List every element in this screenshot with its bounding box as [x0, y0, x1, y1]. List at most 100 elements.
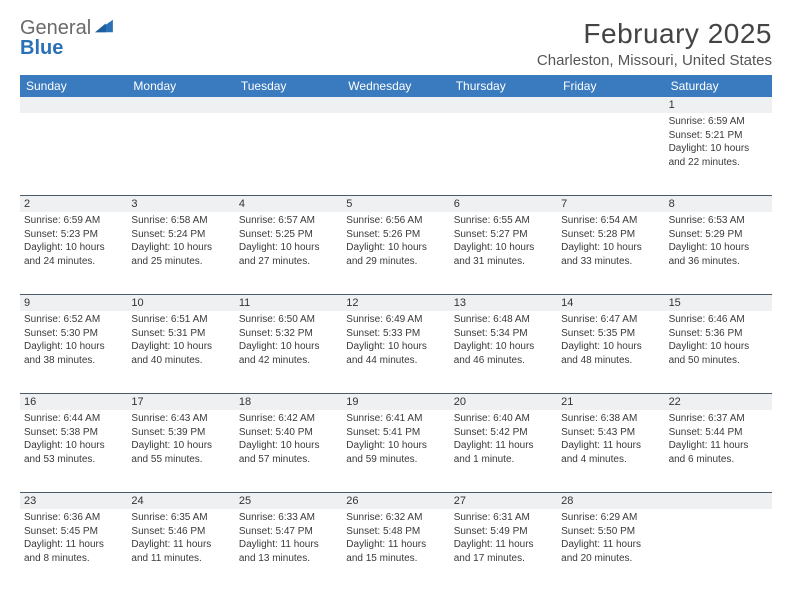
- weekday-header: Sunday: [20, 75, 127, 97]
- week-row: Sunrise: 6:59 AMSunset: 5:21 PMDaylight:…: [20, 113, 772, 196]
- day-number: 19: [342, 394, 449, 410]
- day-detail-line: and 27 minutes.: [239, 255, 338, 269]
- day-cell: Sunrise: 6:52 AMSunset: 5:30 PMDaylight:…: [20, 311, 127, 393]
- day-detail-line: Daylight: 10 hours: [454, 340, 553, 354]
- day-detail-line: Sunrise: 6:35 AM: [131, 511, 230, 525]
- day-detail-line: Sunset: 5:41 PM: [346, 426, 445, 440]
- day-detail-line: Sunset: 5:24 PM: [131, 228, 230, 242]
- day-detail-line: and 4 minutes.: [561, 453, 660, 467]
- day-detail-line: Sunrise: 6:56 AM: [346, 214, 445, 228]
- day-detail-line: and 1 minute.: [454, 453, 553, 467]
- day-number: 9: [20, 295, 127, 311]
- day-detail-line: Daylight: 10 hours: [454, 241, 553, 255]
- day-cell: Sunrise: 6:55 AMSunset: 5:27 PMDaylight:…: [450, 212, 557, 294]
- weekday-header-row: SundayMondayTuesdayWednesdayThursdayFrid…: [20, 75, 772, 97]
- brand-word2: Blue: [20, 37, 63, 59]
- day-cell: Sunrise: 6:53 AMSunset: 5:29 PMDaylight:…: [665, 212, 772, 294]
- calendar-grid: SundayMondayTuesdayWednesdayThursdayFrid…: [20, 75, 772, 591]
- day-detail-line: Sunrise: 6:48 AM: [454, 313, 553, 327]
- day-detail-line: Sunset: 5:33 PM: [346, 327, 445, 341]
- day-detail-line: Sunrise: 6:59 AM: [24, 214, 123, 228]
- day-detail-line: Sunset: 5:49 PM: [454, 525, 553, 539]
- day-cell: [450, 113, 557, 195]
- day-detail-line: and 38 minutes.: [24, 354, 123, 368]
- day-number: 11: [235, 295, 342, 311]
- day-detail-line: Sunset: 5:32 PM: [239, 327, 338, 341]
- day-number: 3: [127, 196, 234, 212]
- day-detail-line: Sunset: 5:38 PM: [24, 426, 123, 440]
- day-detail-line: Daylight: 11 hours: [454, 439, 553, 453]
- day-cell: Sunrise: 6:32 AMSunset: 5:48 PMDaylight:…: [342, 509, 449, 591]
- day-detail-line: and 46 minutes.: [454, 354, 553, 368]
- day-number: 4: [235, 196, 342, 212]
- weeks-container: 1Sunrise: 6:59 AMSunset: 5:21 PMDaylight…: [20, 97, 772, 591]
- page-header: General Blue February 2025 Charleston, M…: [20, 18, 772, 69]
- day-detail-line: and 57 minutes.: [239, 453, 338, 467]
- day-detail-line: and 25 minutes.: [131, 255, 230, 269]
- day-detail-line: Sunset: 5:50 PM: [561, 525, 660, 539]
- day-detail-line: Sunrise: 6:41 AM: [346, 412, 445, 426]
- day-detail-line: Daylight: 10 hours: [239, 439, 338, 453]
- day-cell: [127, 113, 234, 195]
- brand-word1: General: [20, 17, 91, 39]
- day-detail-line: Daylight: 10 hours: [239, 340, 338, 354]
- day-detail-line: Daylight: 10 hours: [669, 340, 768, 354]
- day-detail-line: and 55 minutes.: [131, 453, 230, 467]
- day-detail-line: Sunrise: 6:58 AM: [131, 214, 230, 228]
- day-detail-line: Sunset: 5:44 PM: [669, 426, 768, 440]
- day-detail-line: Daylight: 11 hours: [24, 538, 123, 552]
- day-cell: [20, 113, 127, 195]
- day-number: 28: [557, 493, 664, 509]
- day-number: 20: [450, 394, 557, 410]
- day-number: [342, 97, 449, 113]
- day-cell: [342, 113, 449, 195]
- day-detail-line: Sunset: 5:46 PM: [131, 525, 230, 539]
- day-detail-line: Daylight: 10 hours: [239, 241, 338, 255]
- day-cell: Sunrise: 6:47 AMSunset: 5:35 PMDaylight:…: [557, 311, 664, 393]
- day-detail-line: Daylight: 11 hours: [561, 439, 660, 453]
- weekday-header: Tuesday: [235, 75, 342, 97]
- day-number: 1: [665, 97, 772, 113]
- day-detail-line: Sunrise: 6:43 AM: [131, 412, 230, 426]
- day-detail-line: Sunrise: 6:37 AM: [669, 412, 768, 426]
- day-detail-line: and 29 minutes.: [346, 255, 445, 269]
- day-number: [557, 97, 664, 113]
- day-detail-line: Sunset: 5:35 PM: [561, 327, 660, 341]
- day-detail-line: Sunset: 5:27 PM: [454, 228, 553, 242]
- day-detail-line: and 40 minutes.: [131, 354, 230, 368]
- day-cell: Sunrise: 6:31 AMSunset: 5:49 PMDaylight:…: [450, 509, 557, 591]
- day-detail-line: Sunrise: 6:33 AM: [239, 511, 338, 525]
- day-cell: Sunrise: 6:48 AMSunset: 5:34 PMDaylight:…: [450, 311, 557, 393]
- day-detail-line: and 59 minutes.: [346, 453, 445, 467]
- day-detail-line: and 17 minutes.: [454, 552, 553, 566]
- day-detail-line: Daylight: 10 hours: [131, 340, 230, 354]
- day-number: 7: [557, 196, 664, 212]
- location-text: Charleston, Missouri, United States: [537, 52, 772, 69]
- day-number: 24: [127, 493, 234, 509]
- day-detail-line: Sunrise: 6:50 AM: [239, 313, 338, 327]
- day-detail-line: and 42 minutes.: [239, 354, 338, 368]
- day-detail-line: and 24 minutes.: [24, 255, 123, 269]
- day-number: 12: [342, 295, 449, 311]
- day-detail-line: Sunrise: 6:55 AM: [454, 214, 553, 228]
- day-detail-line: Sunrise: 6:57 AM: [239, 214, 338, 228]
- day-detail-line: Sunset: 5:42 PM: [454, 426, 553, 440]
- day-detail-line: Sunset: 5:43 PM: [561, 426, 660, 440]
- day-detail-line: Sunrise: 6:53 AM: [669, 214, 768, 228]
- day-number: 25: [235, 493, 342, 509]
- day-cell: Sunrise: 6:42 AMSunset: 5:40 PMDaylight:…: [235, 410, 342, 492]
- day-number: 18: [235, 394, 342, 410]
- day-detail-line: Sunrise: 6:32 AM: [346, 511, 445, 525]
- week-row: Sunrise: 6:59 AMSunset: 5:23 PMDaylight:…: [20, 212, 772, 295]
- day-number: 5: [342, 196, 449, 212]
- day-cell: Sunrise: 6:29 AMSunset: 5:50 PMDaylight:…: [557, 509, 664, 591]
- day-detail-line: Sunrise: 6:38 AM: [561, 412, 660, 426]
- day-detail-line: Sunset: 5:21 PM: [669, 129, 768, 143]
- week-row: Sunrise: 6:36 AMSunset: 5:45 PMDaylight:…: [20, 509, 772, 591]
- day-detail-line: Sunrise: 6:52 AM: [24, 313, 123, 327]
- day-cell: Sunrise: 6:35 AMSunset: 5:46 PMDaylight:…: [127, 509, 234, 591]
- day-number-row: 232425262728: [20, 493, 772, 509]
- sail-icon: [93, 17, 115, 39]
- day-detail-line: Sunset: 5:28 PM: [561, 228, 660, 242]
- week-row: Sunrise: 6:52 AMSunset: 5:30 PMDaylight:…: [20, 311, 772, 394]
